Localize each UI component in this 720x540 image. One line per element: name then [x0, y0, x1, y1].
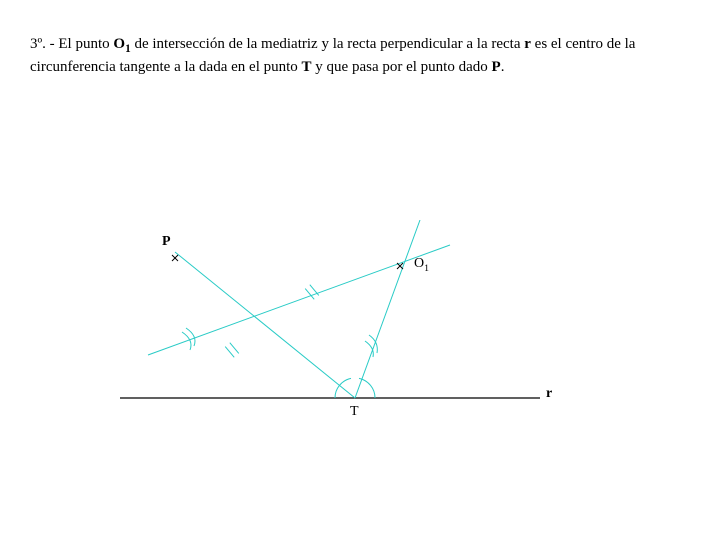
label-t: T — [350, 404, 359, 420]
label-o1-sub: 1 — [424, 263, 429, 274]
diagram-svg — [120, 220, 560, 430]
txt-prefix: 3º. - El punto — [30, 36, 113, 52]
instruction-text: 3º. - El punto O1 de intersección de la … — [30, 34, 690, 77]
page-root: 3º. - El punto O1 de intersección de la … — [0, 0, 720, 540]
txt-end: . — [501, 59, 505, 75]
txt-O: O — [113, 36, 125, 52]
label-r: r — [546, 386, 552, 402]
txt-mid3: y que pasa por el punto dado — [312, 59, 492, 75]
label-o1-o: O — [414, 256, 424, 271]
txt-P: P — [492, 59, 501, 75]
txt-r: r — [524, 36, 531, 52]
txt-mid1: de intersección de la mediatriz y la rec… — [131, 36, 525, 52]
geometry-diagram: P O1 r T — [120, 220, 560, 430]
txt-T: T — [302, 59, 312, 75]
label-p: P — [162, 234, 171, 250]
label-o1: O1 — [414, 256, 429, 274]
